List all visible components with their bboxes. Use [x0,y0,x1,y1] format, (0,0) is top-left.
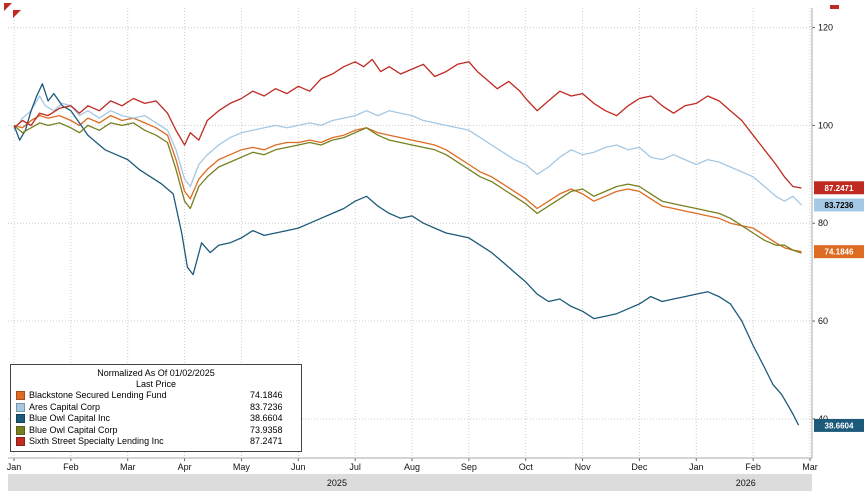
series-name: Sixth Street Specialty Lending Inc [29,436,164,446]
svg-text:38.6604: 38.6604 [825,421,854,430]
legend-item: Blackstone Secured Lending Fund 74.1846 [16,390,296,402]
svg-text:100: 100 [818,120,833,130]
svg-text:40: 40 [818,414,828,424]
legend-subtitle: Last Price [135,379,177,389]
legend-item: Blue Owl Capital Corp 73.9358 [16,425,296,437]
svg-text:Feb: Feb [63,462,79,472]
series-last-price: 83.7236 [250,401,283,412]
svg-text:Nov: Nov [575,462,592,472]
series-color-swatch [16,425,25,435]
svg-text:Aug: Aug [404,462,420,472]
series-last-price: 38.6604 [250,413,283,423]
series-name: Ares Capital Corp [29,401,101,412]
svg-text:2025: 2025 [327,478,347,488]
svg-text:60: 60 [818,316,828,326]
svg-text:Sep: Sep [461,462,477,472]
terminal-marker-icon [13,10,21,18]
terminal-marker-icon [4,3,12,11]
series-name: Blackstone Secured Lending Fund [29,390,167,400]
svg-text:80: 80 [818,218,828,228]
svg-text:83.7236: 83.7236 [825,201,854,210]
series-name: Blue Owl Capital Corp [29,424,118,435]
series-last-price: 87.2471 [250,436,283,446]
svg-text:120: 120 [818,23,833,33]
series-color-swatch [16,391,25,401]
svg-text:Jul: Jul [349,462,361,472]
svg-text:87.2471: 87.2471 [825,184,854,193]
svg-text:Mar: Mar [802,462,818,472]
svg-text:2026: 2026 [736,478,756,488]
legend-title: Normalized As Of 01/02/2025 [97,368,215,378]
series-name: Blue Owl Capital Inc [29,413,111,423]
legend-item: Sixth Street Specialty Lending Inc 87.24… [16,436,296,448]
series-color-swatch [16,414,25,424]
svg-text:May: May [233,462,251,472]
svg-text:Jan: Jan [7,462,22,472]
svg-text:Feb: Feb [745,462,761,472]
legend-box: Normalized As Of 01/02/2025 Last Price B… [10,364,302,452]
legend-item: Blue Owl Capital Inc 38.6604 [16,413,296,425]
series-color-swatch [16,437,25,447]
svg-text:Jun: Jun [291,462,306,472]
svg-text:Dec: Dec [631,462,648,472]
series-color-swatch [16,402,25,412]
series-last-price: 73.9358 [250,424,283,435]
svg-text:Jan: Jan [689,462,704,472]
svg-text:Mar: Mar [120,462,136,472]
series-last-price: 74.1846 [250,390,283,400]
svg-text:Oct: Oct [519,462,534,472]
legend-item: Ares Capital Corp 83.7236 [16,402,296,414]
svg-text:Apr: Apr [178,462,192,472]
terminal-marker-icon [830,5,839,9]
svg-text:74.1846: 74.1846 [825,248,854,257]
